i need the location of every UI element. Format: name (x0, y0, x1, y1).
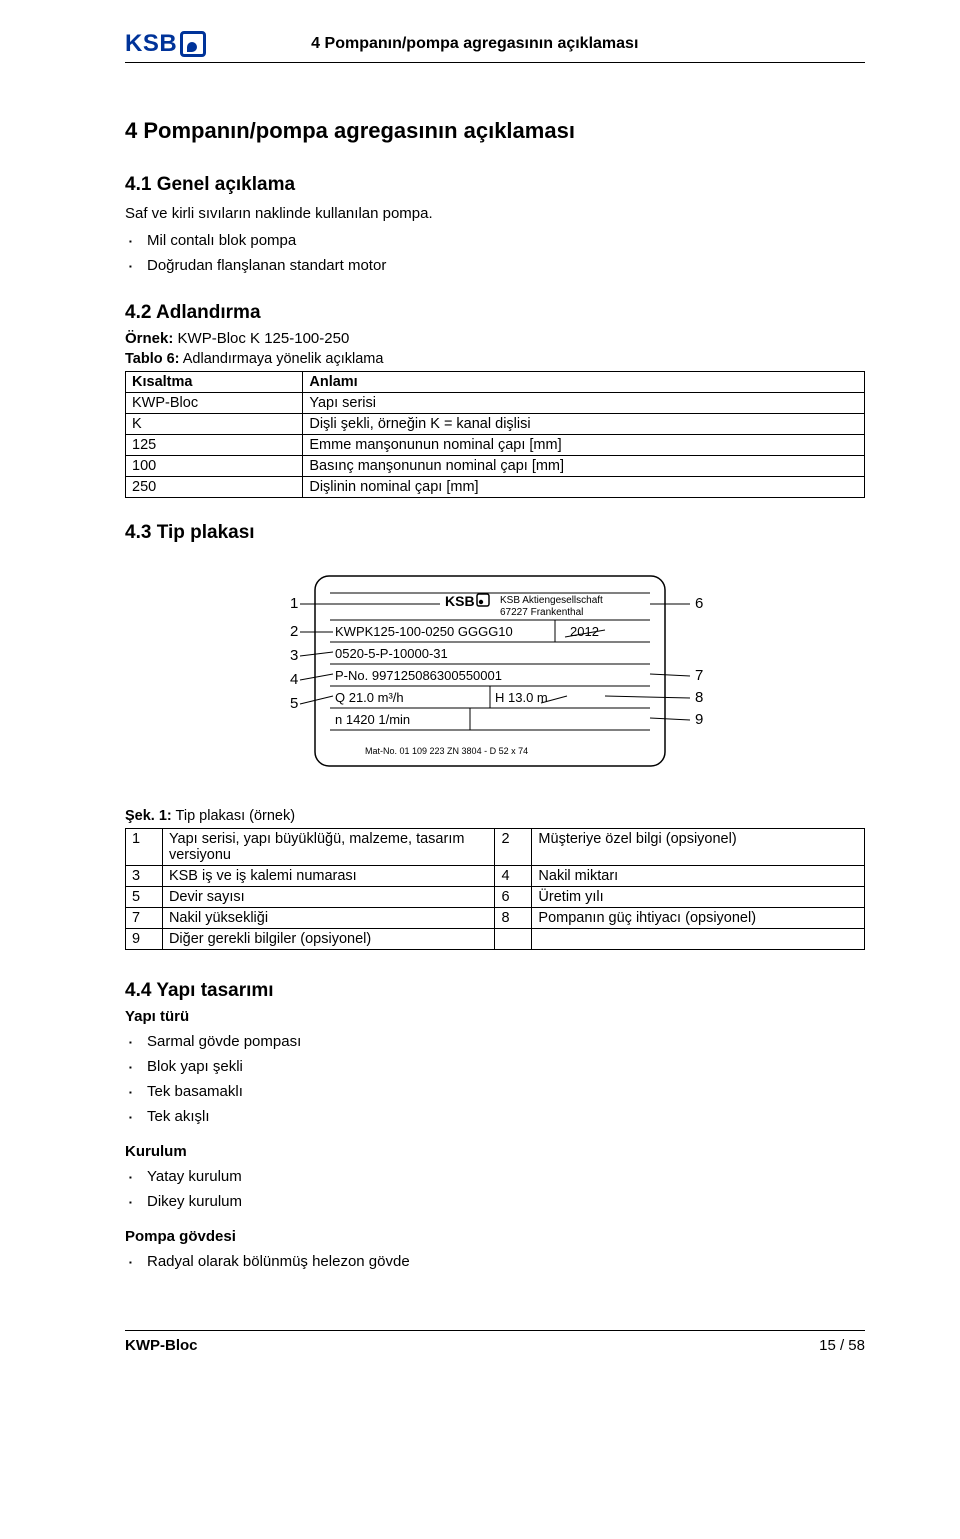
plate-label-8: 8 (695, 689, 703, 706)
lg-r3-n1: 7 (126, 908, 163, 929)
table6-head-1: Anlamı (303, 372, 865, 393)
example-value: KWP-Bloc K 125-100-250 (178, 330, 350, 347)
list-item: Tek basamaklı (125, 1083, 865, 1100)
t6-r3c1: Basınç manşonunun nominal çapı [mm] (303, 456, 865, 477)
t6-r1c0: K (126, 414, 303, 435)
lg-r4-t1: Diğer gerekli bilgiler (opsiyonel) (162, 929, 495, 950)
plate-label-2: 2 (290, 623, 298, 640)
lg-r0-n2: 2 (495, 829, 532, 866)
lg-r4-n2 (495, 929, 532, 950)
plate-label-4: 4 (290, 671, 298, 688)
lg-r4-t2 (532, 929, 865, 950)
lg-r3-t1: Nakil yüksekliği (162, 908, 495, 929)
t6-r4c1: Dişlinin nominal çapı [mm] (303, 477, 865, 498)
footer-page-number: 15 / 58 (819, 1337, 865, 1354)
lg-r1-n1: 3 (126, 866, 163, 887)
list-item: Mil contalı blok pompa (125, 232, 865, 249)
plate-label-5: 5 (290, 695, 298, 712)
list-item: Radyal olarak bölünmüş helezon gövde (125, 1253, 865, 1270)
table6-caption-label: Tablo 6: (125, 351, 180, 367)
lg-r3-n2: 8 (495, 908, 532, 929)
lg-r0-n1: 1 (126, 829, 163, 866)
plate-label-1: 1 (290, 595, 298, 612)
type-plate-figure: KSB KSB Aktiengesellschaft 67227 Franken… (125, 568, 865, 798)
heading-4-1: 4.1 Genel açıklama (125, 174, 865, 196)
fig1-caption-text: Tip plakası (örnek) (176, 808, 296, 824)
plate-company2: 67227 Frankenthal (500, 607, 583, 618)
kurulum-list: Yatay kurulum Dikey kurulum (125, 1168, 865, 1210)
list-item: Tek akışlı (125, 1108, 865, 1125)
list-item: Blok yapı şekli (125, 1058, 865, 1075)
lg-r1-t2: Nakil miktarı (532, 866, 865, 887)
lg-r1-n2: 4 (495, 866, 532, 887)
footer-product: KWP-Bloc (125, 1337, 198, 1354)
page-footer: KWP-Bloc 15 / 58 (125, 1330, 865, 1354)
lg-r2-t2: Üretim yılı (532, 887, 865, 908)
header-chapter-title: 4 Pompanın/pompa agregasının açıklaması (311, 35, 638, 53)
logo-icon (180, 31, 206, 57)
lg-r3-t2: Pompanın güç ihtiyacı (opsiyonel) (532, 908, 865, 929)
plate-logo-text: KSB (445, 593, 475, 609)
plate-line5: n 1420 1/min (335, 712, 410, 727)
t6-r0c0: KWP-Bloc (126, 393, 303, 414)
list-item: Dikey kurulum (125, 1193, 865, 1210)
t6-r3c0: 100 (126, 456, 303, 477)
heading-4-4: 4.4 Yapı tasarımı (125, 980, 865, 1002)
table-6-adlandirma: Kısaltma Anlamı KWP-BlocYapı serisi KDiş… (125, 371, 865, 498)
t6-r1c1: Dişli şekli, örneğin K = kanal dişlisi (303, 414, 865, 435)
plate-company1: KSB Aktiengesellschaft (500, 595, 603, 606)
lg-r2-t1: Devir sayısı (162, 887, 495, 908)
plate-label-6: 6 (695, 595, 703, 612)
s41-desc: Saf ve kirli sıvıların naklinde kullanıl… (125, 204, 865, 224)
sub-pompa-govdesi: Pompa gövdesi (125, 1228, 865, 1245)
yapi-turu-list: Sarmal gövde pompası Blok yapı şekli Tek… (125, 1033, 865, 1125)
plate-label-7: 7 (695, 667, 703, 684)
lg-r4-n1: 9 (126, 929, 163, 950)
s42-example: Örnek: KWP-Bloc K 125-100-250 (125, 330, 865, 347)
ksb-logo: KSB (125, 30, 206, 58)
lg-r2-n1: 5 (126, 887, 163, 908)
plate-label-3: 3 (290, 647, 298, 664)
list-item: Doğrudan flanşlanan standart motor (125, 257, 865, 274)
sub-yapi-turu: Yapı türü (125, 1008, 865, 1025)
plate-line4-q: Q 21.0 m³/h (335, 690, 404, 705)
plate-line4-h: H 13.0 m (495, 690, 548, 705)
logo-text: KSB (125, 30, 177, 58)
plate-line3: P-No. 997125086300550001 (335, 668, 502, 683)
lg-r0-t2: Müşteriye özel bilgi (opsiyonel) (532, 829, 865, 866)
plate-label-9: 9 (695, 711, 703, 728)
table6-caption-text: Adlandırmaya yönelik açıklama (183, 351, 384, 367)
t6-r2c1: Emme manşonunun nominal çapı [mm] (303, 435, 865, 456)
heading-4-3: 4.3 Tip plakası (125, 522, 865, 544)
lg-r0-t1: Yapı serisi, yapı büyüklüğü, malzeme, ta… (162, 829, 495, 866)
pompa-govdesi-list: Radyal olarak bölünmüş helezon gövde (125, 1253, 865, 1270)
lg-r2-n2: 6 (495, 887, 532, 908)
t6-r4c0: 250 (126, 477, 303, 498)
plate-line6: Mat-No. 01 109 223 ZN 3804 - D 52 x 74 (365, 746, 528, 756)
s41-bullet-list: Mil contalı blok pompa Doğrudan flanşlan… (125, 232, 865, 274)
list-item: Sarmal gövde pompası (125, 1033, 865, 1050)
example-label: Örnek: (125, 330, 173, 347)
sub-kurulum: Kurulum (125, 1143, 865, 1160)
table6-caption: Tablo 6: Adlandırmaya yönelik açıklama (125, 351, 865, 367)
table6-head-0: Kısaltma (126, 372, 303, 393)
page-header: KSB 4 Pompanın/pompa agregasının açıklam… (125, 30, 865, 63)
fig1-caption: Şek. 1: Tip plakası (örnek) (125, 808, 865, 824)
t6-r2c0: 125 (126, 435, 303, 456)
heading-4: 4 Pompanın/pompa agregasının açıklaması (125, 118, 865, 144)
plate-line1-left: KWPK125-100-0250 GGGG10 (335, 624, 513, 639)
fig1-caption-label: Şek. 1: (125, 808, 172, 824)
type-plate-legend-table: 1 Yapı serisi, yapı büyüklüğü, malzeme, … (125, 828, 865, 950)
heading-4-2: 4.2 Adlandırma (125, 302, 865, 324)
t6-r0c1: Yapı serisi (303, 393, 865, 414)
lg-r1-t1: KSB iş ve iş kalemi numarası (162, 866, 495, 887)
plate-line2: 0520-5-P-10000-31 (335, 646, 448, 661)
type-plate-svg: KSB KSB Aktiengesellschaft 67227 Franken… (235, 568, 755, 798)
list-item: Yatay kurulum (125, 1168, 865, 1185)
